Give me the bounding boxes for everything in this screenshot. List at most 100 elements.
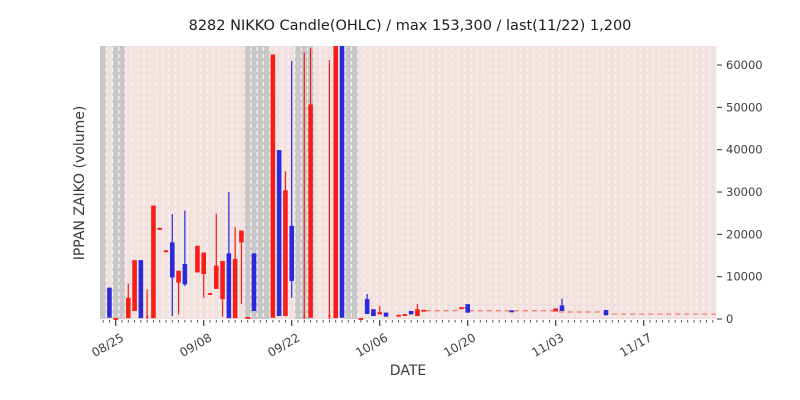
day-band-pink: [106, 46, 113, 319]
day-band-pink: [602, 46, 610, 319]
y-tick-label: 30000: [726, 185, 763, 199]
day-band-pink: [169, 46, 176, 319]
day-band-gray: [244, 46, 252, 319]
candle-body-red: [220, 261, 225, 300]
day-band-pink: [514, 46, 522, 319]
candle-body-blue: [339, 46, 345, 318]
day-band-pink: [194, 46, 201, 319]
candle-body-red: [239, 230, 244, 243]
candle-body-red: [459, 307, 464, 310]
day-band-pink: [439, 46, 447, 319]
candle-body-red: [328, 315, 331, 318]
day-band-pink: [156, 46, 164, 319]
day-band-pink: [558, 46, 566, 319]
candle-body-red: [207, 293, 213, 295]
day-band-pink: [433, 46, 440, 319]
day-band-pink: [565, 46, 572, 319]
y-tick-label: 20000: [726, 227, 763, 241]
candle-body-blue: [276, 150, 282, 317]
x-tick-label: 09/08: [177, 330, 214, 359]
day-band-pink: [552, 46, 560, 319]
day-band-pink: [458, 46, 465, 319]
day-band-pink: [533, 46, 541, 319]
candle-body-blue: [509, 310, 515, 313]
day-band-pink: [477, 46, 484, 319]
day-band-pink: [584, 46, 591, 319]
day-band-pink: [483, 46, 491, 319]
candle-body-red: [303, 315, 306, 318]
candle-body-red: [245, 317, 251, 319]
candle-body-blue: [371, 309, 376, 317]
candle-body-red: [132, 260, 137, 311]
day-band-gray: [112, 46, 120, 319]
candle-body-blue: [289, 225, 295, 281]
candle-body-red: [333, 46, 339, 319]
candle-body-blue: [465, 304, 471, 313]
day-band-pink: [527, 46, 535, 319]
y-tick-label: 10000: [726, 270, 763, 284]
day-band-pink: [225, 46, 233, 319]
candle-body-blue: [383, 312, 389, 317]
x-tick-label: 10/06: [353, 330, 390, 359]
day-band-pink: [357, 46, 365, 319]
day-band-pink: [389, 46, 396, 319]
day-band-pink: [690, 46, 698, 319]
day-band-pink: [144, 46, 151, 319]
day-band-pink: [577, 46, 585, 319]
candle-body-red: [402, 314, 408, 316]
day-band-pink: [634, 46, 641, 319]
x-tick-label: 08/25: [89, 330, 126, 359]
day-band-pink: [382, 46, 390, 319]
day-band-pink: [665, 46, 673, 319]
x-tick-label: 11/17: [617, 330, 654, 359]
candle-body-red: [308, 104, 313, 318]
y-tick-label: 40000: [726, 143, 763, 157]
candle-body-blue: [138, 260, 144, 319]
x-tick-label: 09/22: [265, 330, 302, 359]
candle-body-blue: [107, 287, 112, 318]
candle-body-red: [176, 270, 181, 283]
candle-body-red: [283, 190, 288, 317]
day-band-pink: [540, 46, 547, 319]
day-band-pink: [408, 46, 415, 319]
day-band-pink: [125, 46, 132, 319]
day-band-gray: [100, 46, 107, 319]
y-tick-label: 0: [726, 312, 733, 326]
day-band-pink: [571, 46, 579, 319]
day-band-gray: [345, 46, 352, 319]
day-band-pink: [640, 46, 648, 319]
x-tick-label: 11/03: [529, 330, 566, 359]
x-tick-label: 10/20: [441, 330, 478, 359]
day-band-pink: [496, 46, 503, 319]
day-band-pink: [232, 46, 239, 319]
day-band-pink: [678, 46, 685, 319]
day-band-pink: [219, 46, 227, 319]
day-band-pink: [213, 46, 220, 319]
day-band-pink: [131, 46, 139, 319]
candle-body-blue: [169, 242, 175, 278]
day-band-pink: [502, 46, 509, 319]
day-band-pink: [206, 46, 214, 319]
candle-body-red: [396, 314, 401, 317]
day-band-pink: [401, 46, 409, 319]
day-band-pink: [188, 46, 195, 319]
day-band-pink: [703, 46, 711, 319]
day-band-pink: [464, 46, 472, 319]
candle-body-red: [151, 205, 156, 319]
day-band-gray: [257, 46, 264, 319]
day-band-pink: [395, 46, 403, 319]
candle-body-blue: [182, 263, 188, 285]
day-band-pink: [615, 46, 623, 319]
day-band-pink: [621, 46, 629, 319]
day-band-pink: [376, 46, 384, 319]
day-band-pink: [646, 46, 654, 319]
candle-body-red: [113, 318, 119, 320]
day-band-gray: [263, 46, 271, 319]
day-band-pink: [426, 46, 434, 319]
day-band-gray: [118, 46, 126, 319]
day-band-pink: [590, 46, 597, 319]
candle-body-blue: [364, 299, 370, 314]
day-band-pink: [200, 46, 208, 319]
day-band-pink: [684, 46, 692, 319]
